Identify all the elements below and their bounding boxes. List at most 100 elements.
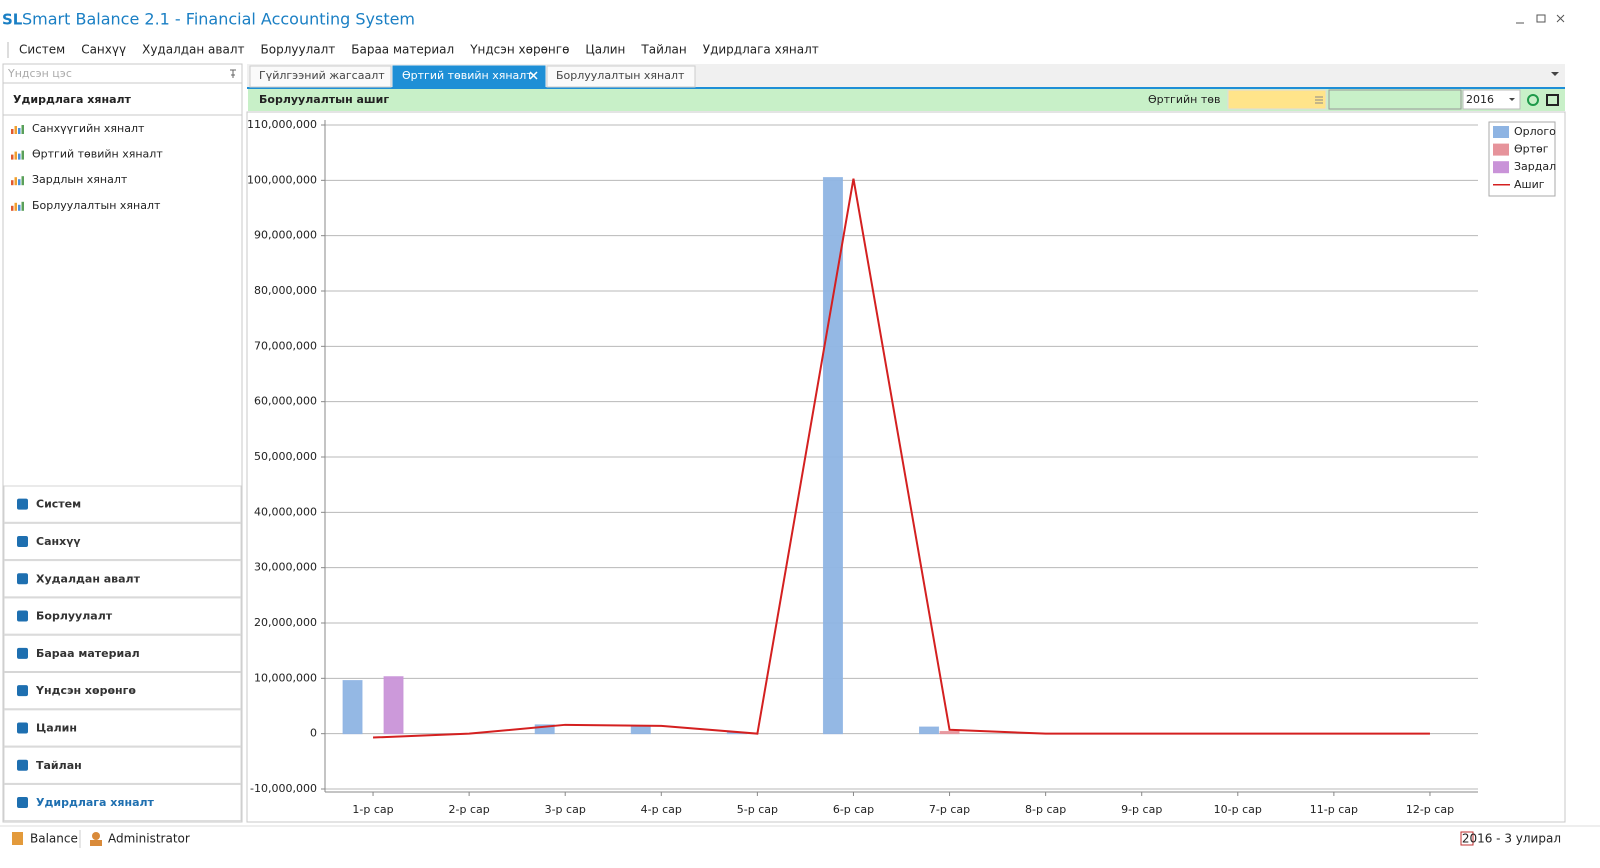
bar xyxy=(342,680,363,735)
legend-label: Зардал xyxy=(1514,160,1556,173)
module-label[interactable]: Систем xyxy=(36,498,81,511)
module-label[interactable]: Бараа материал xyxy=(36,647,140,660)
menu-item[interactable]: Удирдлага хяналт xyxy=(703,43,819,57)
module-button[interactable] xyxy=(3,597,242,635)
tab[interactable] xyxy=(392,65,546,88)
module-button[interactable] xyxy=(3,634,242,673)
y-tick-label: 0 xyxy=(310,727,317,740)
calendar-icon xyxy=(1460,831,1474,846)
x-tick-label: 5-р сар xyxy=(737,803,778,816)
y-tick-label: 10,000,000 xyxy=(254,671,317,684)
module-icon xyxy=(17,685,28,697)
app-logo: SL xyxy=(2,11,23,29)
module-button[interactable] xyxy=(3,709,242,747)
refresh-button[interactable] xyxy=(1527,94,1539,106)
y-tick-label: 100,000,000 xyxy=(247,173,317,186)
sidebar-item[interactable]: Санхүүгийн хяналт xyxy=(32,122,145,135)
pin-icon[interactable] xyxy=(230,69,236,78)
module-label[interactable]: Удирдлага хяналт xyxy=(36,796,155,809)
cost-center-name[interactable] xyxy=(1328,89,1462,110)
module-button[interactable] xyxy=(3,560,242,598)
x-tick-label: 11-р сар xyxy=(1310,803,1358,816)
year-select[interactable] xyxy=(1462,89,1521,110)
tab-close[interactable] xyxy=(529,71,538,80)
tab[interactable] xyxy=(249,65,392,88)
module-button[interactable] xyxy=(3,672,242,710)
status-user: Administrator xyxy=(108,832,190,846)
sidebar-search[interactable] xyxy=(2,63,243,84)
bar xyxy=(534,724,555,735)
x-tick-label: 7-р сар xyxy=(929,803,970,816)
menu-item[interactable]: Борлуулалт xyxy=(261,43,336,57)
menu-item[interactable]: Бараа материал xyxy=(351,43,454,57)
tab-underline xyxy=(247,87,1565,89)
module-button[interactable] xyxy=(3,783,242,822)
menu-item[interactable]: Систем xyxy=(19,43,65,57)
item-icon xyxy=(21,201,24,211)
y-tick-label: 80,000,000 xyxy=(254,284,317,297)
window-controls xyxy=(1516,14,1565,24)
cost-center-code[interactable] xyxy=(1227,89,1327,110)
tab-label[interactable]: Борлуулалтын хяналт xyxy=(556,69,685,82)
module-label[interactable]: Санхүү xyxy=(36,535,81,548)
item-icon xyxy=(11,129,14,134)
tab-dropdown[interactable] xyxy=(1551,72,1559,76)
item-icon xyxy=(21,176,24,186)
tab-label[interactable]: Өртгий төвийн хяналт xyxy=(402,69,533,82)
x-tick-label: 4-р сар xyxy=(641,803,682,816)
module-label[interactable]: Үндсэн хөрөнгө xyxy=(35,684,136,697)
database-icon xyxy=(12,832,23,845)
module-label[interactable]: Тайлан xyxy=(36,759,82,772)
module-label[interactable]: Борлуулалт xyxy=(36,610,113,623)
sidebar-item[interactable]: Өртгий төвийн хяналт xyxy=(32,148,163,161)
x-tick-label: 8-р сар xyxy=(1025,803,1066,816)
item-icon xyxy=(18,153,21,160)
x-tick-label: 2-р сар xyxy=(449,803,490,816)
close-button[interactable] xyxy=(1556,14,1565,23)
y-tick-label: 30,000,000 xyxy=(254,561,317,574)
bar xyxy=(919,726,940,735)
module-label[interactable]: Цалин xyxy=(36,721,77,734)
search-placeholder: Үндсэн цэс xyxy=(7,67,72,80)
bar xyxy=(630,725,651,735)
y-tick-label: 40,000,000 xyxy=(254,505,317,518)
module-icon xyxy=(17,573,28,585)
module-icon xyxy=(17,535,28,547)
user-icon xyxy=(92,832,100,840)
tab[interactable] xyxy=(546,65,696,88)
x-tick-label: 1-р сар xyxy=(352,803,393,816)
maximize-button[interactable] xyxy=(1536,14,1546,23)
module-icon xyxy=(17,797,28,809)
module-button[interactable] xyxy=(3,746,242,784)
legend-swatch xyxy=(1493,126,1509,138)
module-button[interactable] xyxy=(3,522,242,561)
y-tick-label: 20,000,000 xyxy=(254,616,317,629)
item-icon xyxy=(14,177,17,186)
module-button[interactable] xyxy=(3,485,242,523)
module-label[interactable]: Худалдан авалт xyxy=(36,572,141,585)
item-icon xyxy=(18,179,21,186)
y-tick-label: 110,000,000 xyxy=(247,118,317,131)
sidebar-item[interactable]: Борлуулалтын хяналт xyxy=(32,199,161,212)
module-icon xyxy=(17,647,28,659)
bar xyxy=(383,676,404,735)
legend-label: Ашиг xyxy=(1514,178,1545,191)
menu-item[interactable]: Тайлан xyxy=(640,43,686,57)
y-tick-label: 60,000,000 xyxy=(254,395,317,408)
x-tick-label: 10-р сар xyxy=(1214,803,1262,816)
sidebar-item[interactable]: Зардлын хяналт xyxy=(32,173,128,186)
item-icon xyxy=(11,205,14,211)
tab-label[interactable]: Гүйлгээний жагсаалт xyxy=(259,69,385,82)
item-icon xyxy=(18,204,21,211)
layout-button[interactable] xyxy=(1546,94,1559,106)
y-tick-label: -10,000,000 xyxy=(250,782,317,795)
y-tick-label: 70,000,000 xyxy=(254,339,317,352)
user-icon-body xyxy=(90,840,102,846)
menu-item[interactable]: Худалдан авалт xyxy=(142,43,244,57)
bar xyxy=(939,730,960,735)
menu-item[interactable]: Цалин xyxy=(585,43,625,57)
menu-item[interactable]: Үндсэн хөрөнгө xyxy=(469,43,569,57)
menu-item[interactable]: Санхүү xyxy=(81,43,126,57)
